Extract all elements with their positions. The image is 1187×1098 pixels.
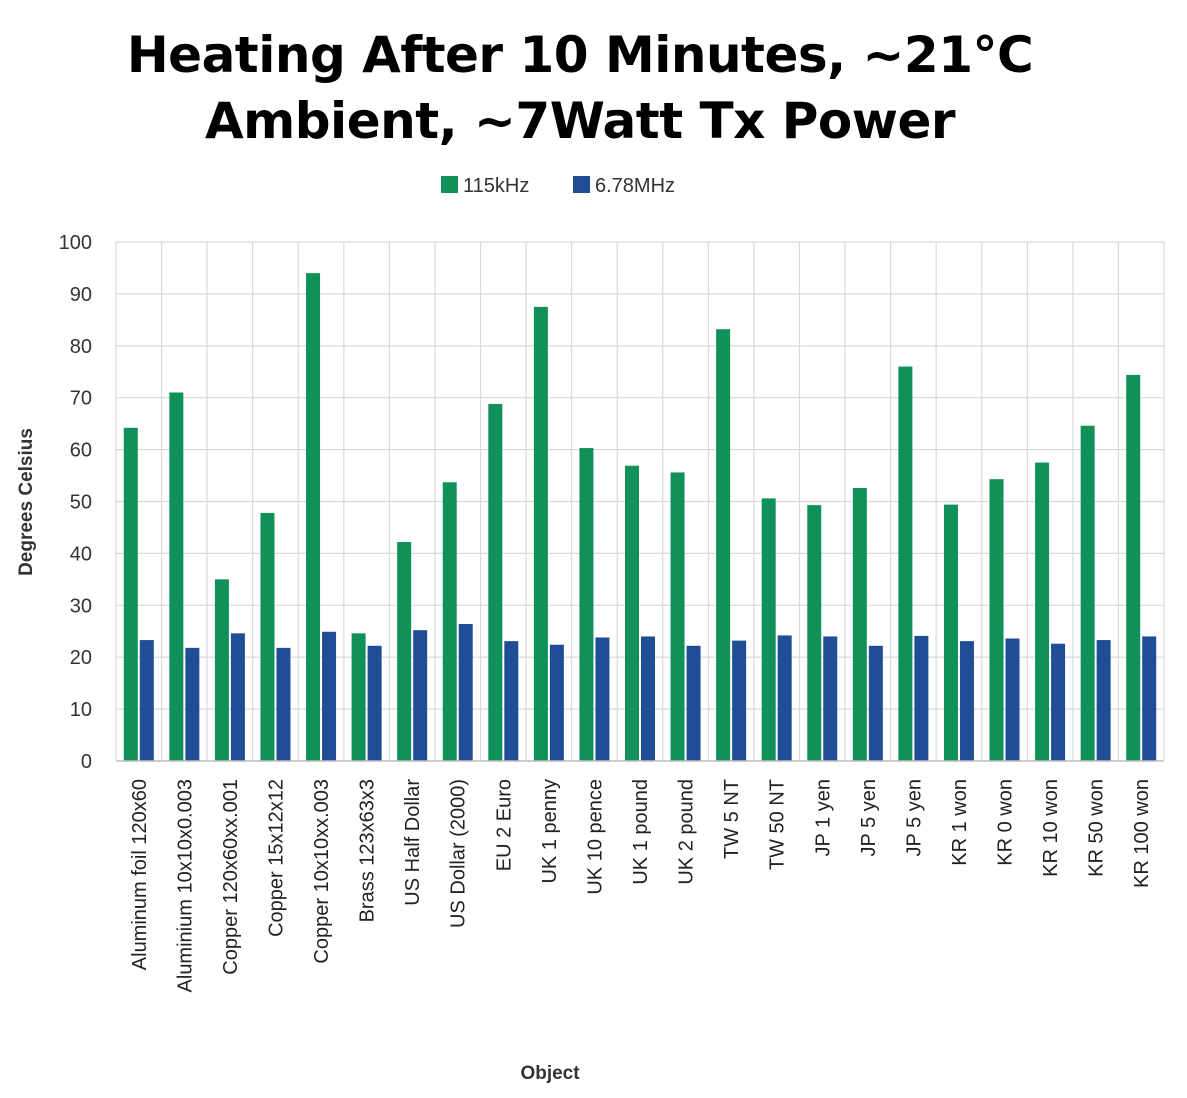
bar-series-2 [914,635,929,761]
y-tick-label: 10 [70,699,92,721]
bar-series-2 [139,640,154,761]
x-tick-label: Copper 120x60xx.001 [220,779,242,975]
bar-series-1 [169,392,184,761]
bars [123,273,1157,761]
bar-series-1 [1126,374,1141,761]
bar-series-2 [230,633,245,761]
bar-series-2 [595,637,610,761]
x-tick-label: JP 1 yen [812,779,834,856]
bar-series-2 [504,641,519,761]
x-tick-label: UK 1 pound [630,779,652,885]
y-tick-label: 80 [70,336,92,358]
bar-series-1 [807,505,822,761]
y-tick-label: 60 [70,440,92,462]
bar-series-2 [732,640,747,761]
bar-series-1 [214,579,229,761]
bar-series-1 [123,427,138,761]
bar-series-1 [852,488,867,761]
x-tick-label: TW 5 NT [721,779,743,859]
gridlines [115,241,1165,762]
y-tick-label: 70 [70,388,92,410]
bar-series-2 [458,623,473,761]
bar-series-2 [413,630,428,761]
bar-series-1 [670,472,685,761]
y-tick-label: 100 [59,232,92,254]
bar-series-1 [989,479,1004,761]
chart-title-line-1: Heating After 10 Minutes, ~21°C [126,26,1034,84]
bar-series-1 [579,448,594,761]
bar-series-2 [367,645,382,761]
bar-series-1 [488,403,503,761]
bar-series-2 [959,641,974,761]
bar-series-2 [1005,638,1020,761]
x-tick-label: EU 2 Euro [493,779,515,871]
x-tick-label: KR 50 won [1086,779,1108,877]
x-tick-label: Copper 15x12x12 [265,779,287,937]
bar-series-1 [442,482,457,761]
bar-series-2 [276,647,291,761]
bar-series-2 [777,635,792,761]
bar-series-1 [1035,462,1050,761]
y-tick-label: 50 [70,492,92,514]
y-tick-labels: 0 10 20 30 40 50 60 70 80 90 100 [59,232,92,773]
bar-series-2 [1051,643,1066,761]
x-tick-label: Copper 10x10xx.003 [311,779,333,964]
legend-label: 6.78MHz [595,175,675,197]
x-tick-label: Aluminum foil 120x60 [129,779,151,970]
bar-series-1 [898,366,913,761]
bar-series-1 [397,541,412,761]
y-tick-label: 90 [70,284,92,306]
bar-series-1 [260,512,275,761]
bar-series-1 [351,633,366,761]
bar-series-2 [686,645,701,761]
bar-series-1 [1080,425,1095,761]
y-tick-label: 20 [70,647,92,669]
chart-title: Heating After 10 Minutes, ~21°C Ambient,… [0,22,1160,154]
bar-series-2 [1096,640,1111,761]
x-axis-title: Object [520,1063,580,1084]
x-tick-label: KR 0 won [995,779,1017,866]
y-tick-label: 30 [70,595,92,617]
x-tick-label: UK 2 pound [676,779,698,885]
bar-series-2 [322,631,337,761]
x-tick-label: KR 1 won [949,779,971,866]
bar-series-1 [625,465,639,761]
bar-series-2 [185,647,200,761]
bar-series-2 [1142,636,1157,761]
chart-title-line-2: Ambient, ~7Watt Tx Power [204,92,956,150]
x-tick-labels: Aluminum foil 120x60 Aluminium 10x10x0.00… [129,779,1153,993]
legend-swatch [441,176,458,193]
bar-series-2 [641,636,655,761]
x-tick-label: JP 5 yen [858,779,880,856]
x-tick-label: UK 10 pence [584,779,606,895]
x-tick-label: TW 50 NT [767,779,789,870]
legend: 115kHz 6.78MHz [441,175,675,197]
bar-series-1 [533,306,548,761]
y-axis-title: Degrees Celsius [16,428,37,576]
x-tick-label: US Half Dollar [402,779,424,906]
bar-series-2 [868,645,883,761]
bar-series-2 [549,644,564,761]
legend-swatch [573,176,590,193]
x-tick-label: Aluminium 10x10x0.003 [174,779,196,992]
bar-series-1 [761,498,776,761]
x-tick-label: KR 100 won [1131,779,1153,888]
x-tick-label: UK 1 penny [539,779,561,884]
y-tick-label: 40 [70,543,92,565]
x-tick-label: JP 5 yen [903,779,925,856]
bar-series-2 [823,636,838,761]
bar-series-1 [943,504,958,761]
y-tick-label: 0 [81,751,92,773]
bar-series-1 [716,329,731,761]
x-tick-label: KR 10 won [1040,779,1062,877]
x-tick-label: US Dollar (2000) [448,779,470,928]
legend-label: 115kHz [463,175,529,197]
bar-series-1 [306,273,321,761]
x-tick-label: Brass 123x63x3 [357,779,379,922]
